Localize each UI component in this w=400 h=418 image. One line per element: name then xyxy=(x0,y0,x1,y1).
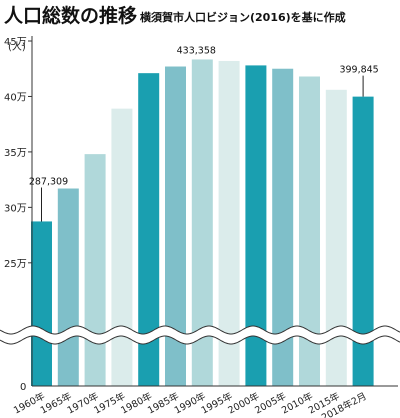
y-axis: 45万 40万 35万 30万 25万 0 xyxy=(0,36,400,393)
data-label-6: 433,358 xyxy=(177,45,216,56)
bar-4 xyxy=(138,73,160,386)
y-tick-label-4: 25万 xyxy=(4,259,27,270)
bar-1 xyxy=(57,188,79,386)
y-tick-label-2: 35万 xyxy=(4,148,27,159)
y-tick-label-0: 45万 xyxy=(4,37,27,48)
chart-title: 人口総数の推移 xyxy=(4,4,137,27)
data-label-0: 287,309 xyxy=(29,176,68,187)
y-tick-label-1: 40万 xyxy=(4,92,27,103)
y-tick-label-zero: 0 xyxy=(20,382,26,393)
bar-2 xyxy=(84,154,106,386)
bar-8 xyxy=(245,65,267,387)
data-label-12: 399,845 xyxy=(339,65,378,76)
bar-0 xyxy=(31,221,52,386)
bars-group xyxy=(31,59,374,387)
axis-break-line-bottom xyxy=(0,335,400,345)
bar-9 xyxy=(272,68,294,387)
bar-7 xyxy=(218,60,240,387)
bar-12 xyxy=(352,96,374,386)
bar-6 xyxy=(191,59,213,386)
bar-11 xyxy=(325,89,347,387)
y-tick-label-3: 30万 xyxy=(4,203,27,214)
bar-10 xyxy=(299,76,320,386)
bar-5 xyxy=(165,66,186,386)
axis-break-line-top xyxy=(0,325,400,335)
chart-subtitle: 横須賀市人口ビジョン(2016)を基に作成 xyxy=(140,10,346,24)
x-axis-labels: 1960年1965年1970年1975年1980年1985年1990年1995年… xyxy=(12,390,369,418)
data-labels: 287,309 433,358 399,845 xyxy=(29,45,379,222)
bar-3 xyxy=(111,108,133,387)
axis-break-band xyxy=(0,326,400,344)
y-axis-unit: (人) xyxy=(8,41,26,53)
